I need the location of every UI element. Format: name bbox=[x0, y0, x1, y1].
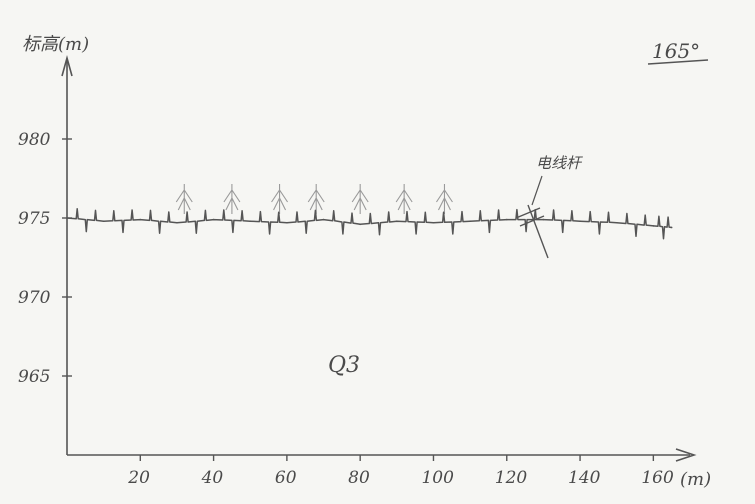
series-point bbox=[432, 221, 435, 224]
x-tick-label: 40 bbox=[201, 468, 224, 488]
power-pole-leader bbox=[531, 175, 543, 206]
series-point bbox=[102, 220, 105, 222]
y-ticks: 965 970 975 980 bbox=[18, 130, 72, 387]
series-point bbox=[66, 217, 68, 219]
x-tick-label: 80 bbox=[348, 468, 370, 488]
power-pole-label: 电线杆 bbox=[536, 154, 583, 172]
bearing-underline bbox=[647, 59, 709, 65]
series-point bbox=[396, 220, 398, 222]
series-point bbox=[322, 218, 325, 221]
series-point bbox=[176, 221, 178, 224]
series-group bbox=[66, 208, 673, 240]
x-ticks: 20 40 60 80 100 120 140 160 bbox=[127, 455, 674, 488]
x-tick-label: 140 bbox=[568, 468, 601, 488]
vegetation-icon bbox=[271, 184, 289, 214]
series-point bbox=[670, 226, 673, 229]
y-tick-label: 965 bbox=[18, 367, 50, 387]
series-point bbox=[139, 218, 142, 221]
series-point bbox=[652, 225, 655, 227]
vegetation-icon bbox=[307, 184, 325, 214]
x-axis-arrow-icon bbox=[675, 448, 697, 462]
vegetation-icon bbox=[351, 184, 369, 214]
y-tick-label: 970 bbox=[18, 288, 51, 308]
series-line bbox=[66, 208, 672, 240]
x-axis-label: (m) bbox=[680, 469, 711, 490]
y-tick-label: 980 bbox=[18, 130, 51, 150]
series-point bbox=[212, 218, 215, 221]
series-point bbox=[286, 221, 288, 224]
y-tick-label: 975 bbox=[18, 209, 50, 229]
vegetation-icon bbox=[436, 184, 453, 214]
x-tick-label: 120 bbox=[495, 468, 528, 488]
series-point bbox=[469, 220, 471, 222]
series-point bbox=[505, 218, 508, 221]
series-point bbox=[615, 221, 618, 224]
series-point bbox=[359, 223, 361, 226]
y-axis-label: 标高(m) bbox=[22, 34, 89, 55]
y-axis-arrow-icon bbox=[61, 55, 73, 77]
vegetation-icon bbox=[223, 184, 241, 214]
x-tick-label: 100 bbox=[421, 468, 454, 488]
power-pole-icon bbox=[515, 204, 549, 259]
x-tick-label: 20 bbox=[127, 468, 150, 488]
x-tick-label: 160 bbox=[641, 468, 674, 488]
series-point bbox=[542, 218, 545, 221]
vegetation-marks bbox=[175, 184, 453, 214]
vegetation-icon bbox=[175, 184, 193, 214]
series-point bbox=[249, 220, 252, 222]
series-point bbox=[579, 220, 581, 222]
layer-label: Q3 bbox=[328, 353, 360, 378]
bearing-label: 165° bbox=[652, 39, 700, 63]
x-tick-label: 60 bbox=[275, 468, 297, 488]
vegetation-icon bbox=[395, 184, 413, 214]
